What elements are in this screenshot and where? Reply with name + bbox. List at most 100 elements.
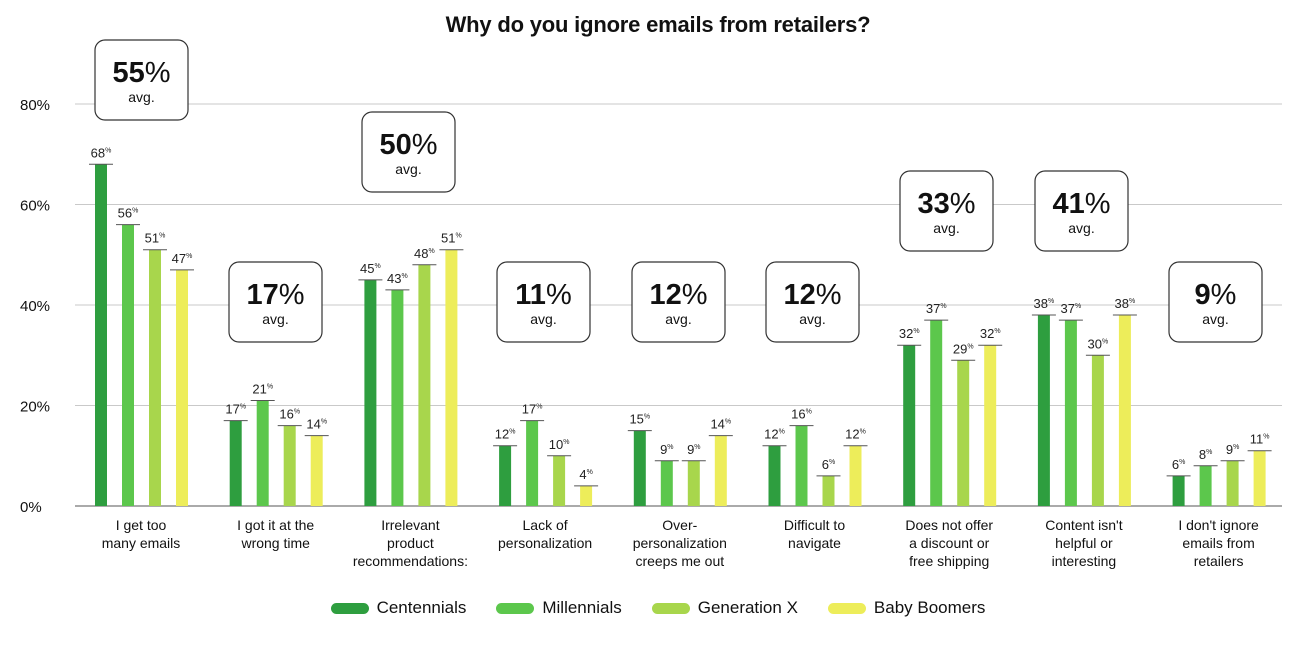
category-label: personalization (633, 535, 727, 551)
bar (1091, 355, 1104, 506)
bar (1199, 465, 1212, 506)
category-label: interesting (1052, 553, 1117, 569)
bar-value-label: 37% (1061, 301, 1082, 316)
y-tick-label: 60% (20, 198, 50, 215)
avg-label: avg. (799, 311, 825, 327)
avg-box (1034, 170, 1129, 252)
bar (633, 430, 646, 506)
avg-value: 55% (112, 57, 170, 89)
bar-value-label: 56% (118, 206, 139, 221)
bar-value-label: 8% (1199, 447, 1212, 462)
bar (149, 249, 161, 506)
bar (364, 279, 377, 506)
bar-value-label: 17% (522, 402, 543, 417)
bar (1226, 460, 1239, 506)
bar (176, 269, 188, 506)
y-tick-label: 20% (20, 399, 50, 416)
bar (849, 445, 862, 506)
bar (1172, 475, 1185, 506)
bar-value-label: 68% (91, 145, 112, 160)
avg-label: avg. (1202, 311, 1228, 327)
category-label: emails from (1182, 535, 1254, 551)
category-label: personalization (498, 535, 592, 551)
category-label: Lack of (523, 517, 568, 533)
bar-value-label: 51% (145, 231, 166, 246)
category-label: retailers (1194, 553, 1244, 569)
bar (95, 164, 107, 507)
legend-item-millennials: Millennials (496, 598, 622, 618)
bar-value-label: 11% (1250, 432, 1270, 447)
bar (553, 455, 566, 506)
bar-value-label: 21% (252, 381, 273, 396)
bar (445, 249, 458, 506)
avg-value: 12% (649, 279, 707, 311)
category-label: I don't ignore (1178, 517, 1259, 533)
bar-value-label: 14% (306, 417, 327, 432)
category-label: wrong time (240, 535, 310, 551)
bar-value-label: 9% (687, 442, 700, 457)
avg-value: 9% (1195, 279, 1237, 311)
legend-swatch-millennials (496, 602, 535, 614)
category-label: navigate (788, 535, 841, 551)
category-label: Content isn't (1045, 517, 1122, 533)
bar (1118, 315, 1131, 506)
avg-label: avg. (395, 161, 421, 177)
bar (391, 289, 404, 506)
bar (660, 460, 673, 506)
legend-item-generation-x: Generation X (651, 598, 798, 618)
avg-box (496, 261, 591, 343)
bar-value-label: 14% (710, 417, 731, 432)
bar-value-label: 16% (791, 407, 812, 422)
bar-value-label: 32% (980, 326, 1001, 341)
legend-item-centennials: Centennials (330, 598, 466, 618)
legend-label-generation-x: Generation X (697, 598, 798, 617)
legend: Centennials Millennials Generation X Bab… (0, 598, 1316, 618)
bar-value-label: 15% (629, 412, 650, 427)
avg-label: avg. (262, 311, 288, 327)
category-label: Over- (662, 517, 697, 533)
avg-value: 11% (515, 279, 571, 311)
bar-value-label: 38% (1115, 296, 1136, 311)
bar (1037, 315, 1050, 506)
avg-box (228, 261, 323, 343)
bar (1253, 450, 1266, 506)
bar (984, 345, 997, 506)
category-label: I got it at the (237, 517, 314, 533)
bar-value-label: 12% (764, 427, 785, 442)
avg-value: 17% (246, 279, 304, 311)
bar (499, 445, 512, 506)
bar (256, 400, 269, 506)
category-label: Difficult to (784, 517, 845, 533)
y-tick-label: 80% (20, 97, 50, 114)
bar (795, 425, 808, 506)
avg-label: avg. (1068, 220, 1094, 236)
legend-label-baby-boomers: Baby Boomers (873, 598, 986, 617)
avg-value: 41% (1052, 188, 1110, 220)
avg-label: avg. (128, 89, 154, 105)
bar (418, 264, 431, 506)
avg-box (361, 111, 456, 193)
bar (310, 435, 323, 506)
bar-value-label: 51% (441, 231, 462, 246)
bar-value-label: 4% (579, 467, 592, 482)
avg-value: 33% (917, 188, 975, 220)
bar-value-label: 32% (899, 326, 920, 341)
bar (714, 435, 727, 506)
avg-label: avg. (530, 311, 556, 327)
category-label: Irrelevant (381, 517, 439, 533)
avg-value: 50% (379, 129, 437, 161)
y-tick-label: 0% (20, 499, 42, 516)
legend-label-millennials: Millennials (542, 598, 622, 617)
avg-box (1168, 261, 1263, 343)
legend-swatch-centennials (330, 602, 369, 614)
bar-value-label: 16% (279, 407, 300, 422)
legend-swatch-generation-x (651, 602, 690, 614)
legend-swatch-baby-boomers (827, 602, 866, 614)
category-label: helpful or (1055, 535, 1113, 551)
bar (930, 320, 943, 506)
bar (768, 445, 781, 506)
category-label: a discount or (909, 535, 989, 551)
avg-label: avg. (665, 311, 691, 327)
avg-label: avg. (933, 220, 959, 236)
